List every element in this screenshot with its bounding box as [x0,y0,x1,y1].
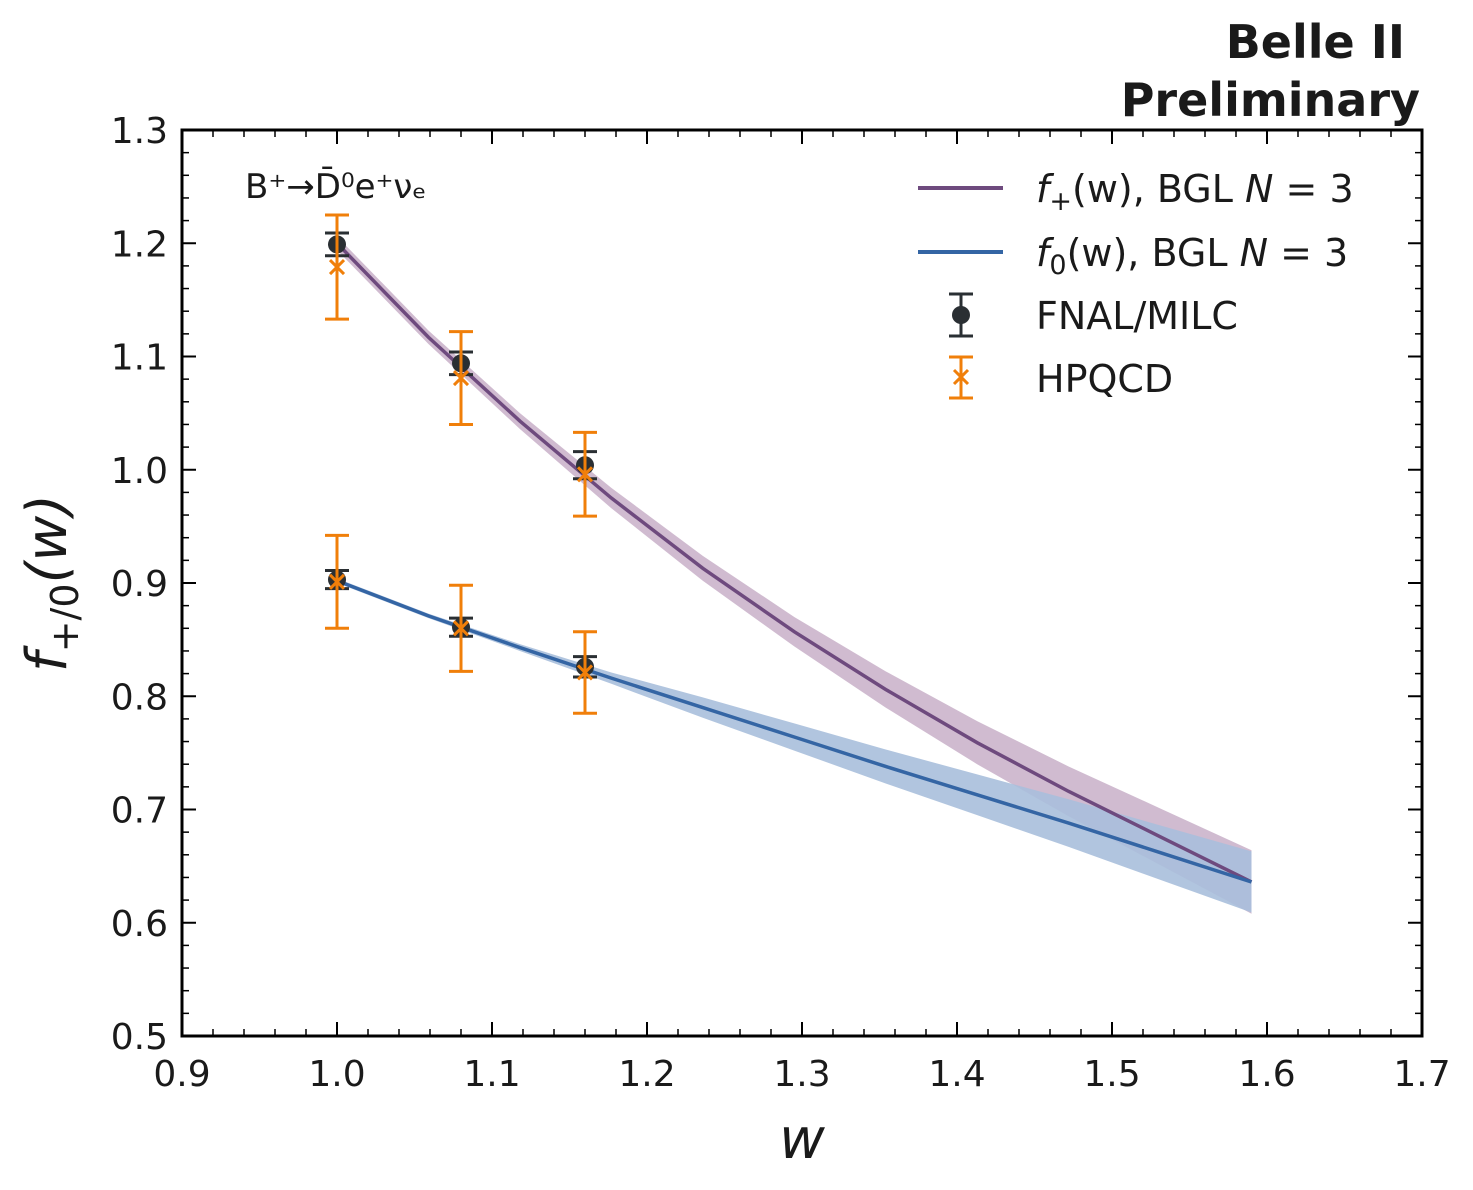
y-tick-label: 0.6 [111,904,168,945]
marker-hpqcd [576,466,594,483]
line-fzero [336,579,1253,884]
legend-fnal-label: FNAL/MILC [1036,294,1238,338]
experiment-label-line2: Preliminary [1121,73,1420,127]
plot-frame [180,128,1424,1038]
y-tick-label: 0.8 [111,677,168,718]
x-tick-label: 1.0 [308,1054,365,1095]
fit-curves [335,242,1253,884]
legend-hpqcd-marker [949,355,973,400]
x-axis-title: w [779,1107,825,1172]
point-hpqcd [325,533,349,630]
x-tick-label: 1.7 [1393,1054,1450,1095]
marker-hpqcd [328,258,346,276]
point-hpqcd [449,330,473,426]
point-hpqcd [573,630,597,715]
marker-hpqcd [328,573,346,590]
point-hpqcd [449,583,473,673]
y-tick-label: 0.7 [111,791,168,832]
process-label: B⁺→D̄⁰e⁺νₑ [245,166,427,207]
y-tick-label: 1.0 [111,451,168,492]
band-fplus [337,236,1252,914]
y-tick-labels: 0.5 0.6 0.7 0.8 0.9 1.0 1.1 1.2 1.3 [111,111,168,1058]
point-hpqcd [573,430,597,518]
y-axis-title-sub: +/0 [43,583,87,652]
y-axis-title-arg: (w) [15,494,80,584]
x-tick-label: 0.9 [153,1054,210,1095]
data-points [325,213,597,715]
experiment-label-line1: Belle II [1226,15,1405,69]
marker-hpqcd [576,664,594,681]
y-axis-title: f+/0(w) [15,494,87,672]
legend-fzero-label: f0(w), BGL N = 3 [1036,231,1348,281]
x-tick-label: 1.6 [1238,1054,1295,1095]
x-tick-labels: 0.9 1.0 1.1 1.2 1.3 1.4 1.5 1.6 1.7 [153,1054,1450,1095]
x-tick-label: 1.3 [773,1054,830,1095]
legend-hpqcd-label: HPQCD [1036,357,1173,401]
x-tick-label: 1.2 [618,1054,675,1095]
x-tick-label: 1.5 [1083,1054,1140,1095]
x-tick-label: 1.4 [928,1054,985,1095]
y-tick-label: 1.1 [111,338,168,379]
y-tick-label: 1.2 [111,224,168,265]
line-fplus [335,242,1253,884]
legend: f+(w), BGL N = 3 f0(w), BGL N = 3 FNAL/M… [918,167,1354,401]
legend-fnal-marker [949,292,973,338]
x-tick-label: 1.1 [463,1054,520,1095]
legend-fplus-label: f+(w), BGL N = 3 [1036,167,1354,217]
y-tick-label: 0.5 [111,1017,168,1058]
point-hpqcd [325,213,349,321]
y-tick-label: 0.9 [111,564,168,605]
marker-hpqcd [452,369,470,387]
y-tick-label: 1.3 [111,111,168,152]
marker-hpqcd [452,620,470,637]
